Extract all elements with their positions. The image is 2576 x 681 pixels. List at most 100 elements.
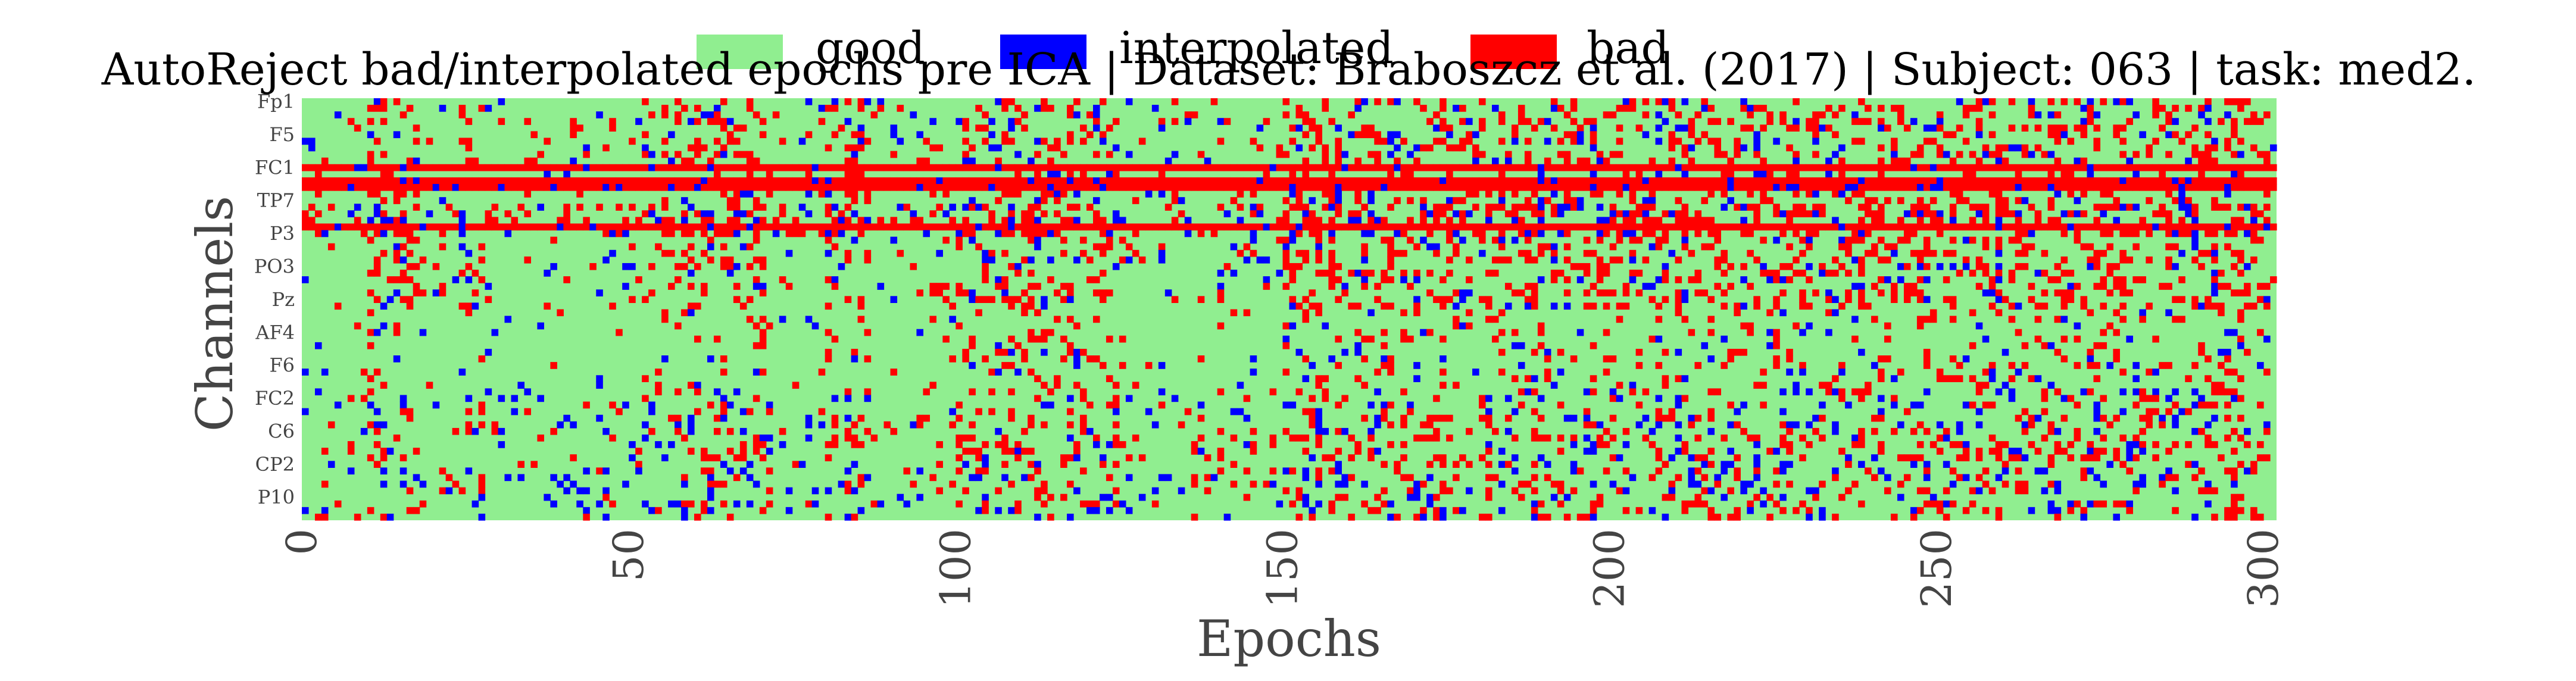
cell-bad — [2015, 170, 2022, 178]
cell-bad — [733, 124, 741, 132]
cell-bad — [1485, 487, 1492, 495]
cell-bad — [1812, 223, 1819, 231]
cell-bad — [1054, 382, 1061, 389]
cell-interpolated — [2152, 223, 2159, 231]
cell-bad — [472, 270, 479, 277]
cell-interpolated — [2132, 375, 2140, 382]
cell-interpolated — [386, 217, 394, 224]
cell-bad — [1504, 164, 1512, 171]
cell-bad — [373, 138, 381, 145]
cell-bad — [1740, 105, 1747, 112]
cell-bad — [1354, 197, 1362, 204]
cell-interpolated — [798, 204, 806, 211]
cell-bad — [1753, 223, 1760, 231]
cell-bad — [1132, 249, 1139, 257]
cell-bad — [1099, 223, 1107, 231]
cell-interpolated — [785, 487, 793, 495]
cell-bad — [1747, 124, 1754, 132]
cell-bad — [1322, 223, 1329, 231]
cell-interpolated — [570, 157, 577, 165]
cell-bad — [1576, 184, 1584, 191]
cell-bad — [1596, 190, 1604, 198]
cell-bad — [1518, 230, 1525, 238]
cell-bad — [1544, 164, 1551, 171]
cell-bad — [2237, 223, 2244, 231]
cell-bad — [1119, 441, 1126, 448]
cell-bad — [1243, 223, 1251, 231]
cell-bad — [302, 223, 309, 231]
cell-bad — [1884, 197, 1891, 204]
cell-bad — [1453, 164, 1460, 171]
cell-interpolated — [1635, 421, 1643, 429]
cell-bad — [792, 223, 800, 231]
cell-bad — [1060, 177, 1067, 185]
cell-bad — [1845, 296, 1852, 304]
cell-bad — [1524, 283, 1532, 290]
cell-bad — [1603, 164, 1610, 171]
cell-bad — [1681, 204, 1689, 211]
cell-interpolated — [1223, 513, 1231, 521]
cell-bad — [1367, 124, 1375, 132]
cell-interpolated — [458, 230, 466, 238]
cell-bad — [995, 348, 1002, 356]
cell-bad — [1315, 124, 1323, 132]
cell-interpolated — [1779, 388, 1787, 396]
cell-bad — [367, 151, 374, 158]
cell-bad — [1603, 368, 1610, 376]
cell-bad — [995, 441, 1002, 448]
cell-bad — [720, 184, 727, 191]
cell-interpolated — [1315, 408, 1323, 416]
cell-bad — [1067, 217, 1074, 224]
cell-interpolated — [2015, 448, 2022, 455]
cell-interpolated — [1916, 210, 1924, 218]
cell-bad — [1740, 177, 1747, 185]
cell-bad — [1302, 249, 1310, 257]
cell-bad — [302, 164, 309, 171]
cell-bad — [1191, 474, 1198, 482]
cell-bad — [2054, 315, 2062, 323]
cell-bad — [1603, 177, 1610, 185]
cell-bad — [1446, 184, 1453, 191]
cell-bad — [2041, 302, 2049, 310]
cell-bad — [373, 164, 381, 171]
cell-bad — [1871, 249, 1878, 257]
cell-bad — [524, 184, 532, 191]
cell-interpolated — [1982, 335, 1990, 343]
cell-interpolated — [1485, 441, 1492, 448]
cell-bad — [314, 230, 322, 238]
cell-bad — [825, 105, 832, 112]
cell-bad — [1491, 427, 1499, 435]
cell-bad — [707, 236, 714, 244]
cell-interpolated — [2008, 395, 2016, 402]
cell-bad — [1714, 236, 1721, 244]
cell-bad — [720, 223, 727, 231]
cell-bad — [1394, 513, 1401, 521]
cell-interpolated — [2080, 105, 2088, 112]
cell-bad — [2152, 138, 2159, 145]
cell-bad — [373, 296, 381, 304]
cell-bad — [1067, 283, 1074, 290]
cell-bad — [1263, 164, 1270, 171]
cell-bad — [2074, 362, 2081, 369]
cell-interpolated — [1466, 210, 1473, 218]
cell-interpolated — [1740, 144, 1747, 152]
cell-bad — [1099, 289, 1107, 296]
cell-bad — [596, 184, 603, 191]
cell-interpolated — [360, 164, 368, 171]
cell-interpolated — [1819, 124, 1826, 132]
cell-bad — [1322, 151, 1329, 158]
cell-interpolated — [1420, 236, 1427, 244]
cell-bad — [2080, 474, 2088, 482]
cell-interpolated — [916, 467, 924, 475]
cell-bad — [1786, 164, 1793, 171]
cell-interpolated — [1825, 157, 1832, 165]
cell-bad — [1080, 421, 1087, 429]
cell-bad — [1054, 210, 1061, 218]
cell-bad — [1295, 263, 1303, 270]
cell-interpolated — [1021, 474, 1028, 482]
cell-interpolated — [596, 382, 603, 389]
cell-bad — [1727, 170, 1734, 178]
cell-bad — [2211, 223, 2218, 231]
cell-bad — [380, 98, 388, 105]
cell-bad — [1400, 388, 1407, 396]
